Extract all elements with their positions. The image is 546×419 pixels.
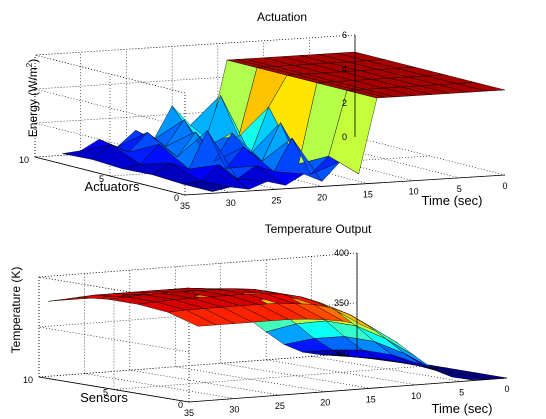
- wall-gridline: [38, 326, 190, 353]
- wall-gridline: [38, 352, 358, 378]
- floor-gridline: [266, 359, 417, 386]
- z-tick-label: 400: [334, 248, 349, 258]
- z-tick-label: 300: [334, 348, 349, 358]
- y-tick-label: 5: [99, 174, 104, 184]
- wall-gridline: [34, 34, 356, 56]
- energy-axis-label-end: ): [26, 59, 40, 63]
- z-tick-label: 2: [342, 98, 347, 108]
- temperature-plot: Temperature Output 051015202530350510300…: [9, 222, 510, 418]
- wall-gridline: [38, 252, 358, 278]
- wall-gridline: [34, 54, 186, 94]
- time-tick-label: 25: [275, 401, 285, 411]
- time-tick-label: 30: [226, 198, 236, 208]
- floor-gridline: [129, 369, 280, 396]
- actuation-surface: [62, 51, 506, 192]
- temperature-axes: [38, 253, 508, 403]
- time-tick-label: 0: [504, 384, 509, 394]
- floor-gridline: [175, 366, 326, 393]
- back-top-edge: [34, 54, 186, 94]
- floor-gridline: [113, 365, 433, 390]
- time-tick-label: 0: [502, 181, 507, 191]
- energy-axis-label: Energy (W/m2): [25, 59, 40, 137]
- time-axis-line: [184, 174, 506, 196]
- y-tick-label: 0: [174, 193, 179, 203]
- y-tick-label: 10: [19, 155, 29, 165]
- wall-gridline: [34, 68, 356, 90]
- time-tick-label: 20: [320, 398, 330, 408]
- time-tick-label: 35: [184, 408, 194, 418]
- y-tick-label: 10: [23, 375, 33, 385]
- y-axis-line: [38, 376, 190, 403]
- y-tick-label: 0: [178, 400, 183, 410]
- time-tick-label: 10: [409, 187, 419, 197]
- y-tick-label: 5: [103, 388, 108, 398]
- wall-gridline: [38, 276, 190, 303]
- time-tick-label: 30: [229, 405, 239, 415]
- z-tick-label: 4: [342, 64, 347, 74]
- time-tick-label: 15: [363, 190, 373, 200]
- time-tick-label: 5: [459, 387, 464, 397]
- z-tick-label: 6: [342, 30, 347, 40]
- floor-gridline: [311, 356, 462, 382]
- sensors-axis-label: Sensors: [80, 390, 128, 405]
- time-tick-label: 25: [271, 195, 281, 205]
- wall-gridline: [34, 102, 356, 124]
- actuation-time-axis-label: Time (sec): [422, 193, 483, 208]
- y-axis-line: [34, 156, 186, 196]
- temperature-title: Temperature Output: [265, 222, 372, 236]
- energy-axis-label-main: Energy (W/m: [26, 67, 40, 137]
- time-tick-label: 5: [457, 184, 462, 194]
- floor-gridline: [84, 373, 235, 399]
- time-tick-label: 35: [180, 201, 190, 211]
- z-tick-label: 0: [342, 132, 347, 142]
- z-tick-label: 350: [334, 298, 349, 308]
- time-tick-label: 15: [366, 394, 376, 404]
- temperature-axis-label: Temperature (K): [9, 267, 23, 354]
- energy-axis-label-sup: 2: [25, 62, 34, 67]
- time-tick-label: 10: [411, 391, 421, 401]
- actuation-title: Actuation: [257, 10, 307, 24]
- time-axis-line: [188, 377, 508, 403]
- floor-gridline: [220, 362, 371, 389]
- temperature-surface: [48, 287, 508, 380]
- actuators-axis-label: Actuators: [85, 179, 140, 194]
- time-tick-label: 20: [317, 192, 327, 202]
- surface-patch: [456, 82, 506, 92]
- temperature-time-axis-label: Time (sec): [432, 401, 493, 416]
- actuation-axes: [34, 35, 506, 196]
